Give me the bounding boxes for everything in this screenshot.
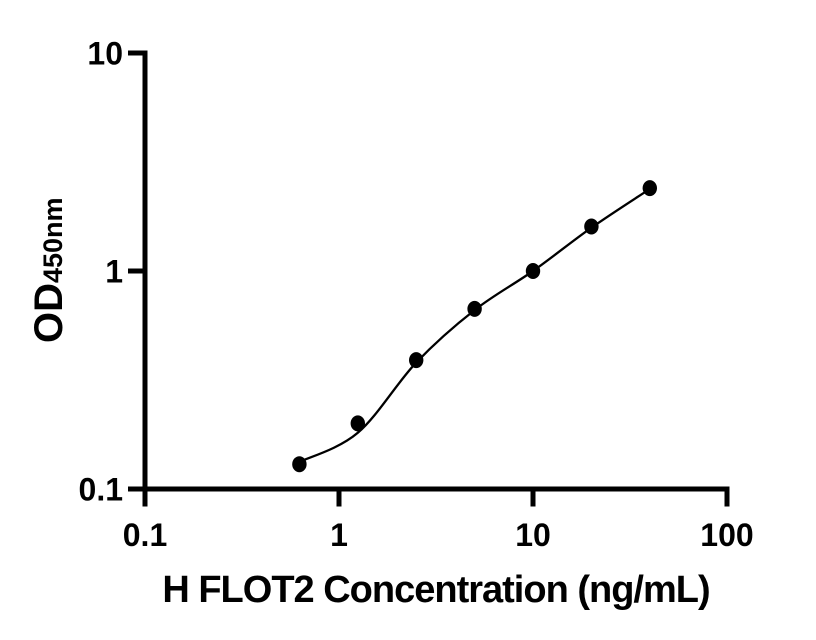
- data-point: [467, 300, 482, 317]
- axis-spine: [142, 50, 730, 492]
- x-tick-label: 100: [700, 517, 753, 553]
- tick-labels: 0.1 1 10 0.1 1 10 100: [79, 36, 754, 554]
- y-tick-label: 10: [87, 36, 123, 72]
- data-point: [642, 180, 657, 197]
- axes: [128, 50, 730, 507]
- y-axis-title-subscript: 450nm: [38, 197, 68, 283]
- data-point: [350, 415, 365, 432]
- y-axis-title-main: OD: [27, 283, 71, 343]
- data-points: [292, 180, 657, 473]
- data-point: [584, 218, 599, 235]
- data-point: [525, 263, 541, 279]
- data-point: [409, 352, 424, 369]
- y-tick-label: 1: [105, 254, 123, 290]
- x-tick-label: 1: [330, 517, 348, 553]
- y-axis-title: OD450nm: [27, 197, 71, 343]
- y-tick-label: 0.1: [79, 472, 123, 508]
- x-tick-label: 10: [515, 517, 551, 553]
- data-point: [292, 456, 307, 473]
- x-axis-title: H FLOT2 Concentration (ng/mL): [162, 569, 709, 611]
- x-tick-label: 0.1: [123, 517, 167, 553]
